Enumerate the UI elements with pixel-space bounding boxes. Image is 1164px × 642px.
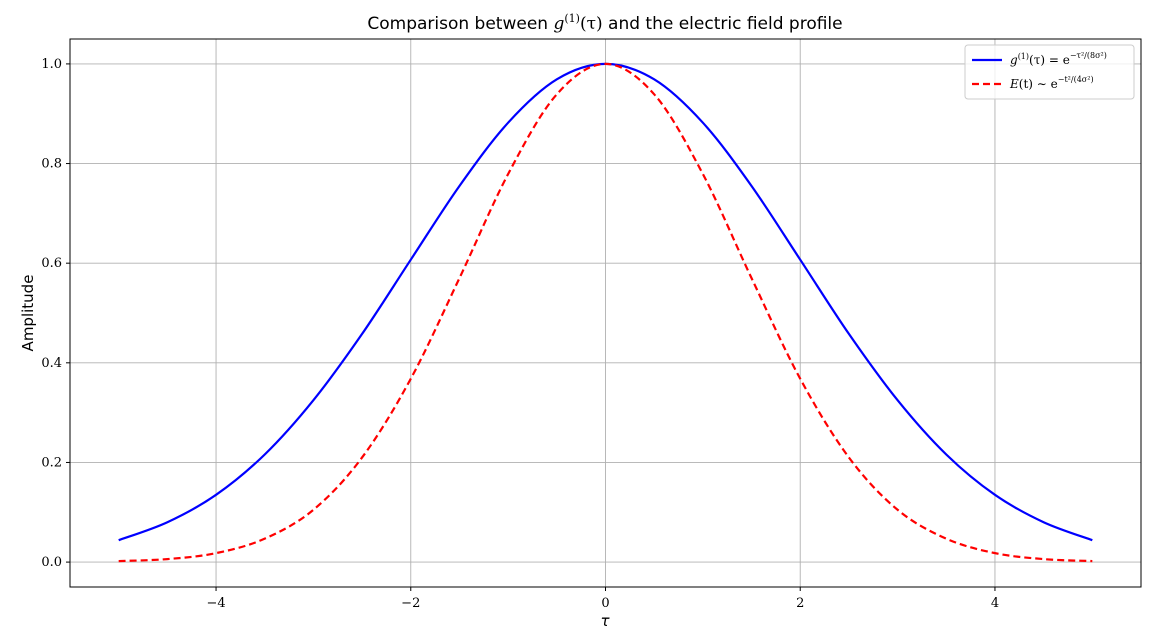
chart-title: Comparison between g(1)(τ) and the elect… — [367, 12, 842, 34]
series-line-e-field — [118, 62, 1093, 563]
title-g: g — [553, 14, 564, 34]
legend-label-g1: g(1)(τ) = e−τ²/(8σ²) — [1010, 51, 1107, 67]
legend: g(1)(τ) = e−τ²/(8σ²) E(t) ∼ e−t²/(4σ²) — [964, 44, 1135, 100]
y-tick-label: 0.6 — [41, 256, 62, 271]
x-tick-label: 2 — [796, 596, 804, 611]
y-tick-label: 1.0 — [41, 57, 62, 72]
x-tick-label: 4 — [991, 596, 999, 611]
y-axis-label: Amplitude — [19, 275, 37, 352]
x-tick-label: −4 — [206, 596, 225, 611]
x-axis-label: τ — [600, 612, 610, 630]
y-tick-label: 0.4 — [41, 356, 62, 371]
legend-label-e-field: E(t) ∼ e−t²/(4σ²) — [1009, 75, 1094, 91]
y-tick-label: 0.0 — [41, 555, 62, 570]
title-argument: (τ) — [580, 14, 603, 34]
y-tick-label: 0.2 — [41, 455, 62, 470]
series-layer — [118, 62, 1093, 563]
y-tick-label: 0.8 — [41, 157, 62, 172]
ticks: −4 −2 0 2 4 0.0 0.2 0.4 0.6 0.8 1.0 — [41, 57, 999, 611]
title-text-after: and the electric field profile — [603, 14, 843, 34]
x-tick-label: 0 — [601, 596, 609, 611]
title-text-before: Comparison between — [367, 14, 553, 34]
grid — [70, 39, 1141, 587]
legend-box — [964, 44, 1135, 100]
x-tick-label: −2 — [401, 596, 420, 611]
title-superscript: (1) — [564, 12, 580, 25]
